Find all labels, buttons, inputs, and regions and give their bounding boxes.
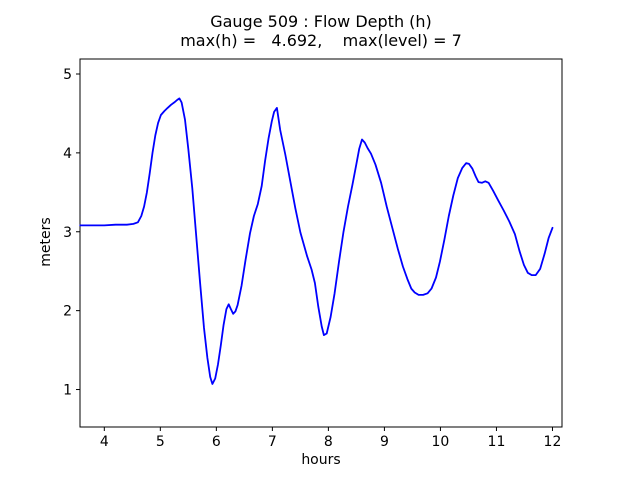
chart-title-block: Gauge 509 : Flow Depth (h) max(h) = 4.69… [80, 12, 562, 50]
chart-subtitle: max(h) = 4.692, max(level) = 7 [180, 30, 462, 50]
flow-depth-line [79, 97, 554, 385]
x-tick-label: 5 [156, 434, 165, 450]
y-tick-label: 2 [63, 304, 72, 320]
x-tick-label: 10 [432, 434, 450, 450]
plot-frame [79, 58, 563, 428]
y-tick-label: 5 [63, 67, 72, 83]
x-tick-label: 6 [212, 434, 221, 450]
y-tick-label: 1 [63, 383, 72, 399]
x-tick-label: 4 [100, 434, 109, 450]
chart-title: Gauge 509 : Flow Depth (h) [210, 12, 432, 31]
x-axis-label: hours [301, 452, 341, 468]
x-tick-label: 11 [488, 434, 506, 450]
y-tick-label: 4 [63, 146, 72, 162]
y-tick-label: 3 [63, 225, 72, 241]
x-tick-label: 12 [544, 434, 562, 450]
x-tick-label: 8 [324, 434, 333, 450]
y-axis-label: meters [38, 217, 54, 267]
x-tick-label: 9 [380, 434, 389, 450]
x-tick-label: 7 [268, 434, 277, 450]
